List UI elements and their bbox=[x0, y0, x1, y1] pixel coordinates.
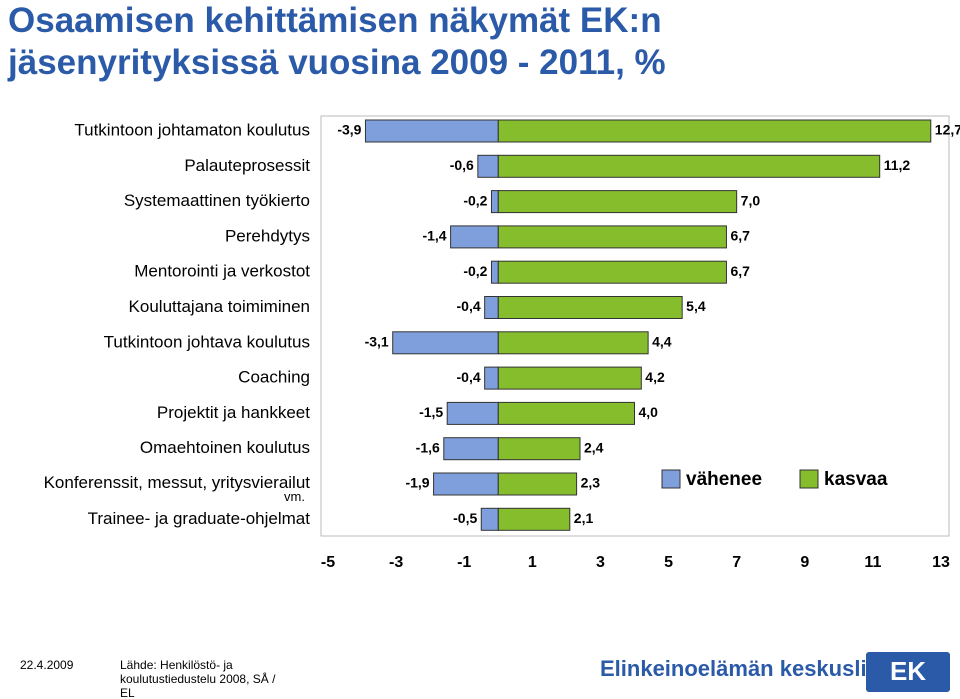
category-label: Systemaattinen työkierto bbox=[124, 191, 310, 210]
category-label: Trainee- ja graduate-ohjelmat bbox=[88, 509, 311, 528]
value-label: 4,4 bbox=[652, 334, 672, 350]
value-label: 11,2 bbox=[884, 157, 911, 173]
x-tick-label: 1 bbox=[528, 554, 537, 571]
bar bbox=[497, 296, 683, 319]
bar bbox=[484, 296, 499, 319]
value-label: 12,7 bbox=[935, 122, 960, 138]
bar bbox=[497, 190, 738, 214]
value-label: -0,5 bbox=[453, 510, 477, 526]
bar bbox=[497, 437, 581, 461]
value-label: -1,5 bbox=[419, 404, 443, 420]
category-label: Tutkintoon johtava koulutus bbox=[104, 332, 310, 351]
bar bbox=[497, 154, 881, 178]
bar bbox=[497, 225, 727, 249]
category-label: Kouluttajana toimiminen bbox=[129, 297, 310, 316]
x-tick-label: 11 bbox=[864, 554, 881, 571]
org-name: Elinkeinoelämän keskusliitto bbox=[600, 656, 901, 681]
x-tick-label: 7 bbox=[732, 554, 741, 571]
category-label: Konferenssit, messut, yritysvierailut vm. bbox=[44, 473, 311, 504]
bar bbox=[392, 331, 499, 355]
value-label: 2,3 bbox=[581, 475, 601, 491]
bar bbox=[497, 507, 571, 531]
bar bbox=[480, 507, 499, 531]
bar bbox=[443, 437, 499, 461]
value-label: -0,4 bbox=[457, 369, 481, 385]
bar bbox=[497, 472, 578, 496]
x-tick-label: 9 bbox=[800, 554, 809, 571]
bar bbox=[450, 225, 499, 249]
value-label: -1,4 bbox=[422, 228, 446, 244]
bar bbox=[490, 260, 499, 284]
category-label: Palauteprosessit bbox=[184, 156, 310, 175]
value-label: 2,4 bbox=[584, 439, 604, 455]
value-label: 4,0 bbox=[639, 404, 659, 420]
bar bbox=[477, 154, 499, 178]
bar bbox=[490, 190, 499, 214]
category-label: Mentorointi ja verkostot bbox=[134, 262, 310, 281]
source: Lähde: Henkilöstö- ja koulutustiedustelu… bbox=[120, 658, 276, 699]
x-tick-label: 3 bbox=[596, 554, 605, 571]
bar bbox=[497, 119, 932, 143]
legend-swatch bbox=[661, 469, 681, 489]
bar bbox=[433, 472, 499, 496]
x-tick-label: 13 bbox=[932, 554, 950, 571]
plot-frame bbox=[320, 115, 950, 537]
value-label: 2,1 bbox=[574, 510, 594, 526]
legend-label: kasvaa bbox=[824, 469, 888, 490]
value-label: -3,1 bbox=[365, 334, 389, 350]
value-label: -0,4 bbox=[457, 298, 481, 314]
value-label: 5,4 bbox=[686, 298, 706, 314]
legend-swatch bbox=[799, 469, 819, 489]
value-label: -1,6 bbox=[416, 439, 440, 455]
category-label: Omaehtoinen koulutus bbox=[140, 438, 310, 457]
logo bbox=[866, 652, 950, 692]
bar bbox=[497, 331, 649, 355]
legend-label: vähenee bbox=[686, 469, 762, 490]
value-label: 6,7 bbox=[730, 228, 750, 244]
category-label: Tutkintoon johtamaton koulutus bbox=[74, 120, 310, 139]
x-tick-label: 5 bbox=[664, 554, 673, 571]
category-label: Perehdytys bbox=[225, 226, 310, 245]
category-label: Coaching bbox=[238, 368, 310, 387]
value-label: -1,9 bbox=[405, 475, 429, 491]
value-label: -3,9 bbox=[337, 122, 361, 138]
value-label: 6,7 bbox=[730, 263, 750, 279]
value-label: 4,2 bbox=[645, 369, 665, 385]
value-label: 7,0 bbox=[741, 192, 761, 208]
value-label: -0,6 bbox=[450, 157, 474, 173]
bar bbox=[446, 401, 499, 425]
x-tick-label: -3 bbox=[389, 554, 403, 571]
chart-title: Osaamisen kehittämisen näkymät EK:n jäse… bbox=[8, 1, 666, 82]
logo-text: EK bbox=[890, 656, 926, 686]
bar bbox=[497, 366, 642, 390]
category-label: Projektit ja hankkeet bbox=[157, 403, 310, 422]
x-tick-label: -5 bbox=[321, 554, 335, 571]
date: 22.4.2009 bbox=[20, 658, 74, 672]
bar bbox=[484, 366, 499, 390]
value-label: -0,2 bbox=[463, 263, 487, 279]
x-tick-label: -1 bbox=[457, 554, 471, 571]
bar bbox=[497, 401, 635, 425]
value-label: -0,2 bbox=[463, 192, 487, 208]
bar bbox=[364, 119, 499, 143]
bar bbox=[497, 260, 727, 284]
